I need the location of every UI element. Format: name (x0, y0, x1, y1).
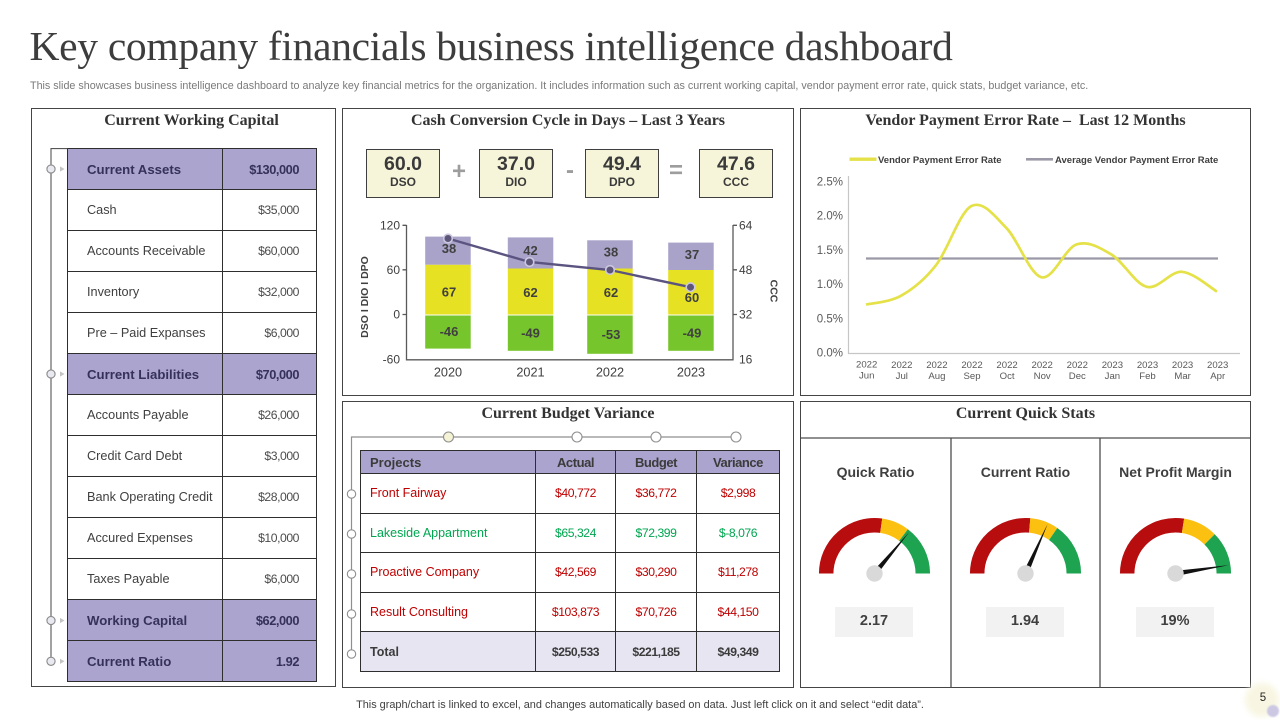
svg-text:38: 38 (604, 245, 618, 260)
svg-text:67: 67 (442, 285, 456, 300)
svg-text:-53: -53 (602, 327, 621, 342)
svg-text:42: 42 (523, 243, 537, 258)
svg-text:48: 48 (739, 263, 753, 277)
svg-text:2022: 2022 (596, 366, 624, 380)
svg-text:38: 38 (442, 241, 456, 256)
svg-text:2.0%: 2.0% (817, 211, 843, 223)
svg-text:60: 60 (685, 290, 699, 305)
svg-text:37: 37 (685, 247, 699, 262)
svg-text:0.0%: 0.0% (817, 348, 843, 360)
svg-text:1.5%: 1.5% (817, 245, 843, 257)
svg-text:32: 32 (739, 308, 753, 322)
svg-text:62: 62 (523, 285, 537, 300)
svg-text:2020: 2020 (434, 366, 462, 380)
svg-text:16: 16 (739, 353, 753, 367)
svg-text:64: 64 (739, 219, 753, 233)
svg-text:-46: -46 (440, 324, 459, 339)
svg-text:2023: 2023 (677, 366, 705, 380)
svg-text:0: 0 (393, 308, 400, 322)
svg-text:2021: 2021 (516, 366, 544, 380)
svg-text:62: 62 (604, 285, 618, 300)
svg-text:-49: -49 (521, 326, 540, 341)
svg-text:2.5%: 2.5% (817, 177, 843, 189)
svg-text:-60: -60 (383, 353, 401, 367)
svg-text:DSO I DIO I DPO: DSO I DIO I DPO (359, 256, 371, 338)
svg-text:1.0%: 1.0% (817, 279, 843, 291)
svg-text:60: 60 (387, 263, 401, 277)
svg-text:CCC: CCC (768, 280, 780, 303)
svg-text:-49: -49 (683, 326, 702, 341)
svg-text:120: 120 (380, 219, 400, 233)
svg-text:0.5%: 0.5% (817, 313, 843, 325)
